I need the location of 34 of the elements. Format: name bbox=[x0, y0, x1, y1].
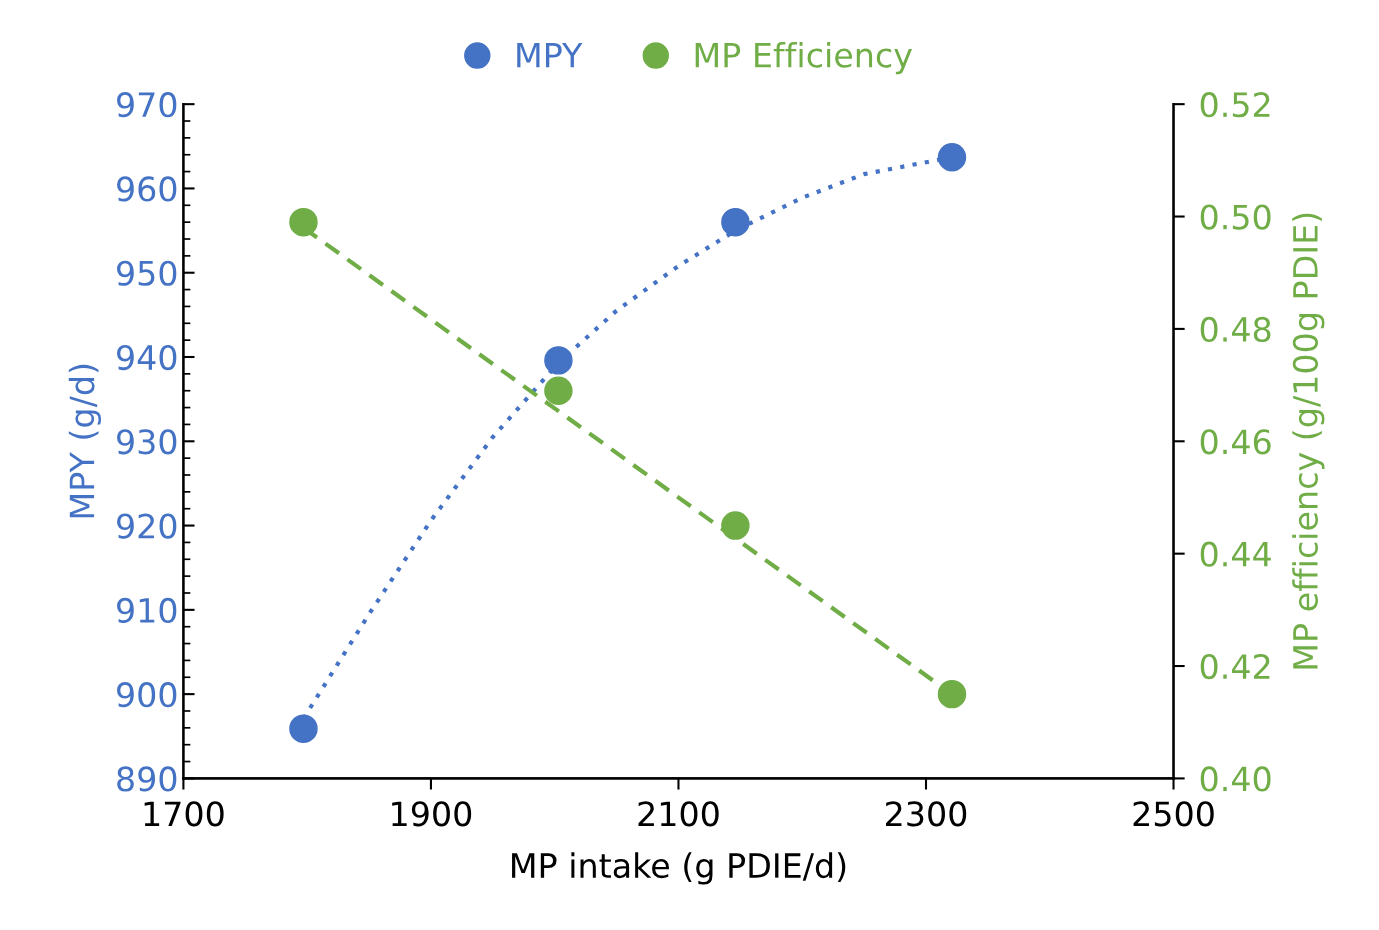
y2-axis-title: MP efficiency (g/100g PDIE) bbox=[1292, 213, 1325, 669]
y2-tick-label: 0.50 bbox=[1200, 204, 1271, 230]
y-tick-label: 950 bbox=[117, 260, 177, 286]
y-tick-label: 940 bbox=[117, 344, 177, 371]
point bbox=[721, 511, 750, 540]
y2-tick-label: 0.40 bbox=[1200, 766, 1271, 792]
point bbox=[544, 346, 573, 375]
y2-tick-label: 0.44 bbox=[1200, 541, 1271, 567]
y2-tick-label: 0.42 bbox=[1200, 653, 1270, 680]
x-tick-label: 1700 bbox=[144, 801, 224, 827]
y-tick-label: 920 bbox=[117, 513, 177, 539]
x-tick-label: 2300 bbox=[886, 801, 967, 827]
point bbox=[721, 207, 750, 237]
y-tick-label: 970 bbox=[117, 92, 177, 118]
y-axis-title: MPY (g/d) bbox=[68, 364, 102, 518]
y-tick-label: 930 bbox=[117, 429, 177, 455]
y-tick-label: 900 bbox=[117, 682, 177, 708]
y-tick-label: 960 bbox=[117, 176, 177, 202]
y2-tick-label: 0.48 bbox=[1200, 316, 1271, 343]
point bbox=[544, 376, 573, 405]
point bbox=[937, 143, 967, 172]
y-tick-label: 910 bbox=[117, 597, 177, 623]
legend-label: MP Efficiency bbox=[695, 41, 912, 75]
x-tick-label: 1900 bbox=[392, 801, 472, 827]
x-axis-title: MP intake (g PDIE/d) bbox=[512, 852, 846, 885]
point bbox=[289, 714, 318, 743]
x-tick-label: 2100 bbox=[638, 801, 719, 827]
point bbox=[289, 207, 318, 237]
y2-tick-label: 0.52 bbox=[1200, 92, 1270, 118]
point bbox=[937, 679, 967, 709]
y-tick-label: 890 bbox=[117, 766, 177, 792]
x-tick-label: 2500 bbox=[1133, 801, 1214, 827]
y2-tick-label: 0.46 bbox=[1200, 429, 1271, 455]
legend-label: MPY bbox=[517, 42, 583, 68]
